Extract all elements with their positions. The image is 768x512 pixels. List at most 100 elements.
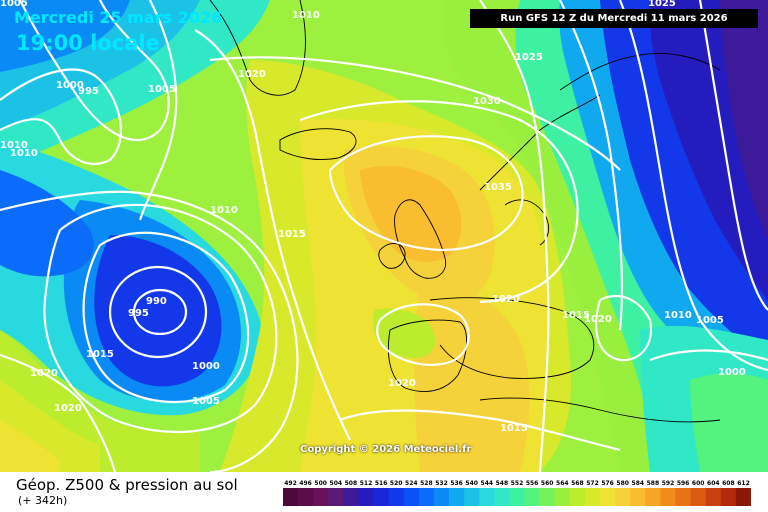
legend-color-swatch: [569, 488, 586, 506]
legend-value-label: 564: [556, 480, 569, 487]
legend-value-label: 516: [375, 480, 388, 487]
isobar-label: 990: [146, 296, 167, 307]
legend-color-swatch: [373, 488, 389, 506]
legend-value-label: 512: [360, 480, 373, 487]
isobar-label: 1005: [148, 84, 176, 95]
legend-value-label: 568: [571, 480, 584, 487]
isobar-label: 1020: [238, 69, 266, 80]
legend-color-swatch: [313, 488, 329, 506]
legend-color-swatch: [464, 488, 480, 506]
isobar-label: 1010: [210, 205, 238, 216]
legend-value-label: 608: [722, 480, 735, 487]
legend-color-swatch: [343, 488, 359, 506]
model-run-banner: Run GFS 12 Z du Mercredi 11 mars 2026: [470, 9, 758, 28]
legend-color-swatch: [705, 488, 722, 506]
legend-color-swatch: [298, 488, 314, 506]
isobar-label: 1000: [192, 361, 220, 372]
legend-value-label: 556: [526, 480, 539, 487]
legend-color-swatch: [509, 488, 525, 506]
color-scale-legend: 492 496 500 504 508 512 516 520 524 528 532 536 540 5…: [283, 480, 751, 506]
isobar-label: 1005: [192, 396, 220, 407]
legend-color-swatch: [283, 488, 299, 506]
forecast-date-title: Mercredi 25 mars 2026: [14, 8, 223, 27]
legend-color-swatch: [539, 488, 555, 506]
legend-color-swatch: [479, 488, 495, 506]
legend-value-label: 500: [314, 480, 327, 487]
isobar-label: 1015: [278, 229, 306, 240]
isobar-label: 1020: [54, 403, 82, 414]
legend-value-label: 600: [692, 480, 705, 487]
isobar-label: 1005: [0, 0, 28, 9]
legend-value-label: 528: [420, 480, 433, 487]
isobar-label: 995: [78, 86, 99, 97]
legend-value-label: 588: [647, 480, 660, 487]
isobar-label: 1010: [664, 310, 692, 321]
map-footer-title: Géop. Z500 & pression au sol: [16, 476, 238, 494]
legend-value-label: 492: [284, 480, 297, 487]
legend-value-label: 580: [616, 480, 629, 487]
legend-value-label: 540: [465, 480, 478, 487]
z500-color-field: [0, 0, 768, 472]
isobar-label: 1005: [696, 315, 724, 326]
isobar-label: 1015: [500, 423, 528, 434]
legend-color-swatch: [690, 488, 706, 506]
legend-color-swatch: [328, 488, 344, 506]
isobar-label: 1025: [648, 0, 676, 9]
isobar-labels: 1010 1000 995 1010 1010 1005 1020 1025 1…: [0, 0, 746, 434]
isobar-label: 1010: [10, 148, 38, 159]
legend-value-label: 504: [330, 480, 343, 487]
legend-color-swatch: [675, 488, 691, 506]
legend-value-label: 612: [737, 480, 750, 487]
legend-color-swatch: [358, 488, 374, 506]
legend-value-label: 572: [586, 480, 599, 487]
legend-value-label: 544: [481, 480, 494, 487]
legend-color-swatch: [434, 488, 450, 506]
legend-color-swatch: [615, 488, 631, 506]
isobar-label: 1010: [0, 140, 28, 151]
legend-color-swatch: [388, 488, 405, 506]
copyright-notice: Copyright © 2026 Meteociel.fr: [300, 444, 472, 455]
isobar-label: 1015: [562, 310, 590, 321]
legend-value-label: 496: [299, 480, 312, 487]
legend-color-swatch: [524, 488, 540, 506]
isobar-label: 1000: [718, 367, 746, 378]
legend-value-label: 576: [601, 480, 614, 487]
legend-color-swatch: [600, 488, 616, 506]
legend-color-swatch: [584, 488, 601, 506]
legend-color-swatch: [494, 488, 510, 506]
legend-color-swatch: [554, 488, 571, 506]
isobar-label: 995: [128, 308, 149, 319]
legend-value-label: 596: [677, 480, 690, 487]
isobar-label: 1015: [86, 349, 114, 360]
geopotential-pressure-map: 1010 1000 995 1010 1010 1005 1020 1025 1…: [0, 0, 768, 472]
isobar-label: 1010: [292, 10, 320, 21]
isobar-label: 1025: [515, 52, 543, 63]
forecast-lead-time: (+ 342h): [18, 494, 68, 507]
legend-color-swatch: [660, 488, 676, 506]
legend-value-label: 552: [511, 480, 524, 487]
isobar-label: 1020: [30, 368, 58, 379]
legend-value-label: 560: [541, 480, 554, 487]
legend-value-label: 532: [435, 480, 448, 487]
legend-value-label: 548: [496, 480, 509, 487]
legend-value-label: 584: [632, 480, 645, 487]
isobars: [0, 0, 768, 472]
legend-color-swatch: [418, 488, 435, 506]
legend-value-label: 508: [345, 480, 358, 487]
isobar-label: 1030: [473, 96, 501, 107]
forecast-local-time: 19:00 locale: [16, 31, 160, 55]
isobar-label: 1035: [484, 182, 512, 193]
legend-value-label: 592: [662, 480, 675, 487]
isobar-label: 1000: [56, 80, 84, 91]
legend-color-swatch: [403, 488, 420, 506]
legend-color-swatch: [645, 488, 661, 506]
legend-value-label: 524: [405, 480, 418, 487]
coastlines: [209, 0, 721, 423]
legend-color-swatch: [630, 488, 646, 506]
legend-value-label: 520: [390, 480, 403, 487]
legend-color-swatch: [449, 488, 465, 506]
legend-value-label: 604: [707, 480, 720, 487]
isobar-label: 1020: [492, 294, 520, 305]
legend-color-swatch: [720, 488, 737, 506]
